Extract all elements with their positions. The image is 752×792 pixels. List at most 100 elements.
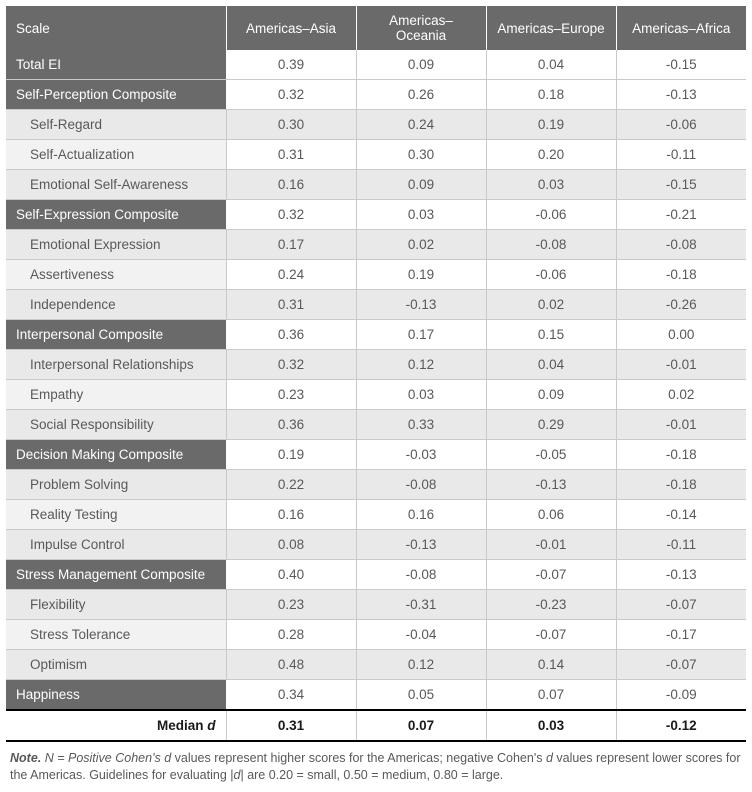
value-cell: -0.03 [356, 440, 486, 470]
value-cell: -0.18 [616, 440, 746, 470]
scale-label: Stress Tolerance [6, 620, 226, 650]
value-cell: 0.02 [356, 230, 486, 260]
value-cell: -0.11 [616, 140, 746, 170]
value-cell: -0.05 [486, 440, 616, 470]
value-cell: 0.20 [486, 140, 616, 170]
value-cell: -0.18 [616, 260, 746, 290]
effect-size-table: Scale Americas–Asia Americas–Oceania Ame… [6, 6, 746, 742]
note-text-2: values represent higher scores for the A… [171, 751, 546, 765]
scale-label: Self-Regard [6, 110, 226, 140]
table-row: Self-Regard0.300.240.19-0.06 [6, 110, 746, 140]
table-row: Decision Making Composite0.19-0.03-0.05-… [6, 440, 746, 470]
scale-label: Self-Actualization [6, 140, 226, 170]
table-note: Note. N = Positive Cohen's d values repr… [6, 742, 746, 786]
table-row: Self-Actualization0.310.300.20-0.11 [6, 140, 746, 170]
value-cell: -0.06 [486, 200, 616, 230]
value-cell: -0.06 [486, 260, 616, 290]
value-cell: 0.36 [226, 410, 356, 440]
value-cell: -0.14 [616, 500, 746, 530]
value-cell: -0.06 [616, 110, 746, 140]
scale-label: Emotional Expression [6, 230, 226, 260]
scale-label: Independence [6, 290, 226, 320]
scale-label: Assertiveness [6, 260, 226, 290]
table-row: Stress Management Composite0.40-0.08-0.0… [6, 560, 746, 590]
table-row: Happiness0.340.050.07-0.09 [6, 680, 746, 711]
value-cell: 0.18 [486, 80, 616, 110]
value-cell: 0.30 [226, 110, 356, 140]
value-cell: -0.15 [616, 50, 746, 80]
value-cell: 0.16 [226, 170, 356, 200]
note-text-1: N = Positive Cohen's [41, 751, 164, 765]
value-cell: 0.05 [356, 680, 486, 711]
table-row: Optimism0.480.120.14-0.07 [6, 650, 746, 680]
value-cell: 0.33 [356, 410, 486, 440]
value-cell: -0.23 [486, 590, 616, 620]
scale-label: Social Responsibility [6, 410, 226, 440]
value-cell: 0.12 [356, 350, 486, 380]
scale-label: Interpersonal Composite [6, 320, 226, 350]
value-cell: 0.19 [226, 440, 356, 470]
median-row: Median d0.310.070.03-0.12 [6, 710, 746, 741]
table-row: Emotional Expression0.170.02-0.08-0.08 [6, 230, 746, 260]
value-cell: 0.14 [486, 650, 616, 680]
value-cell: -0.13 [616, 80, 746, 110]
value-cell: 0.31 [226, 140, 356, 170]
col-header-scale: Scale [6, 6, 226, 50]
table-row: Impulse Control0.08-0.13-0.01-0.11 [6, 530, 746, 560]
value-cell: 0.28 [226, 620, 356, 650]
value-cell: -0.08 [356, 470, 486, 500]
col-header-asia: Americas–Asia [226, 6, 356, 50]
table-row: Assertiveness0.240.19-0.06-0.18 [6, 260, 746, 290]
median-label: Median d [6, 710, 226, 741]
scale-label: Problem Solving [6, 470, 226, 500]
value-cell: 0.29 [486, 410, 616, 440]
value-cell: 0.03 [486, 170, 616, 200]
median-value: 0.03 [486, 710, 616, 741]
scale-label: Interpersonal Relationships [6, 350, 226, 380]
table-header-row: Scale Americas–Asia Americas–Oceania Ame… [6, 6, 746, 50]
table-row: Self-Expression Composite0.320.03-0.06-0… [6, 200, 746, 230]
value-cell: 0.03 [356, 200, 486, 230]
value-cell: 0.24 [356, 110, 486, 140]
value-cell: 0.36 [226, 320, 356, 350]
col-header-europe: Americas–Europe [486, 6, 616, 50]
value-cell: 0.23 [226, 380, 356, 410]
table-row: Interpersonal Composite0.360.170.150.00 [6, 320, 746, 350]
scale-label: Empathy [6, 380, 226, 410]
value-cell: 0.06 [486, 500, 616, 530]
value-cell: 0.32 [226, 350, 356, 380]
value-cell: 0.39 [226, 50, 356, 80]
value-cell: -0.17 [616, 620, 746, 650]
median-value: -0.12 [616, 710, 746, 741]
value-cell: -0.07 [486, 560, 616, 590]
value-cell: -0.15 [616, 170, 746, 200]
value-cell: 0.17 [356, 320, 486, 350]
col-header-oceania: Americas–Oceania [356, 6, 486, 50]
scale-label: Reality Testing [6, 500, 226, 530]
value-cell: -0.01 [616, 350, 746, 380]
value-cell: 0.02 [486, 290, 616, 320]
value-cell: -0.01 [616, 410, 746, 440]
table-row: Total EI0.390.090.04-0.15 [6, 50, 746, 80]
table-row: Stress Tolerance0.28-0.04-0.07-0.17 [6, 620, 746, 650]
value-cell: -0.04 [356, 620, 486, 650]
value-cell: -0.08 [616, 230, 746, 260]
value-cell: 0.07 [486, 680, 616, 711]
value-cell: 0.04 [486, 350, 616, 380]
value-cell: 0.32 [226, 200, 356, 230]
value-cell: -0.26 [616, 290, 746, 320]
value-cell: 0.16 [226, 500, 356, 530]
value-cell: 0.16 [356, 500, 486, 530]
table-body: Total EI0.390.090.04-0.15Self-Perception… [6, 50, 746, 741]
table-row: Flexibility0.23-0.31-0.23-0.07 [6, 590, 746, 620]
table-row: Interpersonal Relationships0.320.120.04-… [6, 350, 746, 380]
value-cell: 0.31 [226, 290, 356, 320]
value-cell: -0.09 [616, 680, 746, 711]
note-lead: Note. [10, 751, 41, 765]
value-cell: 0.15 [486, 320, 616, 350]
value-cell: 0.09 [356, 50, 486, 80]
table-row: Reality Testing0.160.160.06-0.14 [6, 500, 746, 530]
table-row: Problem Solving0.22-0.08-0.13-0.18 [6, 470, 746, 500]
note-text-4: | are 0.20 = small, 0.50 = medium, 0.80 … [240, 768, 503, 782]
value-cell: 0.12 [356, 650, 486, 680]
